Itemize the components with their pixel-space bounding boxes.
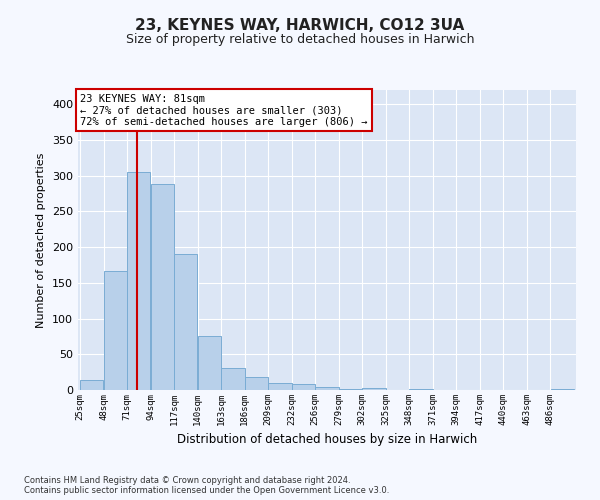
- Text: 23, KEYNES WAY, HARWICH, CO12 3UA: 23, KEYNES WAY, HARWICH, CO12 3UA: [136, 18, 464, 32]
- Bar: [127, 172, 151, 390]
- Bar: [339, 388, 362, 390]
- Text: Size of property relative to detached houses in Harwich: Size of property relative to detached ho…: [126, 32, 474, 46]
- Bar: [174, 254, 197, 390]
- Bar: [104, 270, 127, 390]
- Bar: [151, 184, 174, 390]
- Bar: [245, 377, 268, 390]
- Bar: [316, 387, 338, 390]
- Bar: [198, 336, 221, 390]
- Text: 23 KEYNES WAY: 81sqm
← 27% of detached houses are smaller (303)
72% of semi-deta: 23 KEYNES WAY: 81sqm ← 27% of detached h…: [80, 94, 368, 127]
- Bar: [268, 383, 292, 390]
- Bar: [221, 368, 245, 390]
- Bar: [551, 388, 574, 390]
- Y-axis label: Number of detached properties: Number of detached properties: [37, 152, 46, 328]
- Bar: [80, 380, 103, 390]
- X-axis label: Distribution of detached houses by size in Harwich: Distribution of detached houses by size …: [177, 434, 477, 446]
- Text: Contains HM Land Registry data © Crown copyright and database right 2024.
Contai: Contains HM Land Registry data © Crown c…: [24, 476, 389, 495]
- Bar: [292, 384, 315, 390]
- Bar: [362, 388, 386, 390]
